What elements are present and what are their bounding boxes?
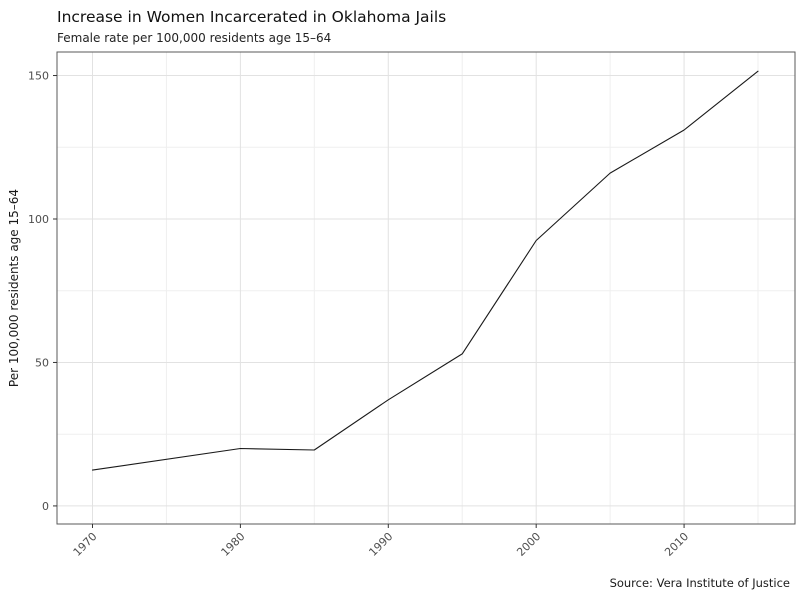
x-tick-label: 2000 (514, 530, 543, 559)
y-tick-label: 0 (42, 500, 49, 513)
chart-title: Increase in Women Incarcerated in Oklaho… (57, 8, 447, 26)
y-tick-label: 50 (35, 356, 49, 369)
source-caption: Source: Vera Institute of Justice (609, 576, 790, 590)
data-line (91, 70, 759, 471)
x-tick-label: 1990 (366, 530, 395, 559)
panel-border (56, 51, 796, 525)
x-tick-label: 1970 (71, 530, 100, 559)
y-tick-label: 150 (28, 70, 49, 83)
y-tick-label: 100 (28, 213, 49, 226)
x-tick-label: 1980 (219, 530, 248, 559)
x-tick-label: 2010 (662, 530, 691, 559)
chart-subtitle: Female rate per 100,000 residents age 15… (57, 31, 332, 45)
